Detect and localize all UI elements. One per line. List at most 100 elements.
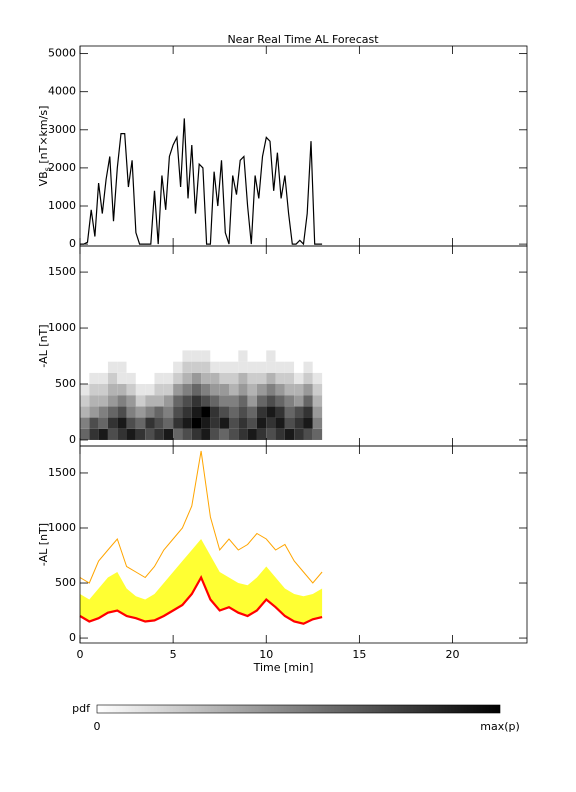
heat-cell	[107, 383, 118, 396]
heat-cell	[80, 350, 90, 362]
heat-cell	[303, 417, 313, 429]
heat-cell	[173, 372, 183, 384]
y-axis-label: VBs [nT×km/s]	[37, 106, 52, 187]
heat-cell	[284, 383, 295, 396]
heat-cell	[107, 372, 118, 384]
heat-cell	[284, 361, 295, 373]
heat-cell	[256, 417, 267, 429]
heat-cell	[275, 428, 285, 440]
heat-cell	[117, 428, 127, 440]
heat-cell	[284, 406, 295, 418]
heat-cell	[312, 383, 323, 396]
heat-cell	[219, 383, 229, 396]
x-tick-label: 20	[446, 648, 460, 661]
x-tick-label: 10	[259, 648, 273, 661]
heat-cell	[303, 428, 313, 440]
heat-cell	[247, 350, 257, 362]
heat-cell	[80, 383, 90, 396]
heat-cell	[256, 350, 267, 362]
heat-cell	[135, 372, 146, 384]
heat-cell	[210, 395, 220, 407]
heat-cell	[98, 395, 108, 407]
panel: 0 500 1000 1500 -AL [nT]	[37, 245, 528, 447]
heat-cell	[294, 395, 304, 407]
heat-cell	[80, 406, 90, 418]
y-tick-label: 500	[55, 576, 76, 589]
heat-cell	[191, 372, 202, 384]
heat-cell	[182, 417, 192, 429]
heat-cell	[154, 350, 164, 362]
heat-cell	[107, 406, 118, 418]
y-tick-label: 3000	[48, 123, 76, 136]
heat-cell	[266, 395, 276, 407]
heat-cell	[98, 350, 108, 362]
panel: 0 500 1000 1500 0 5 10 15 20 -AL [nT] Time [min]	[37, 445, 528, 674]
heat-cell	[117, 406, 127, 418]
heat-cell	[201, 395, 211, 407]
heat-cell	[135, 406, 146, 418]
heat-cell	[275, 361, 285, 373]
heat-cell	[191, 417, 202, 429]
heat-cell	[284, 428, 295, 440]
heat-cell	[201, 428, 211, 440]
heat-cell	[126, 361, 136, 373]
heat-cell	[284, 395, 295, 407]
heat-cell	[182, 361, 192, 373]
heat-cell	[173, 361, 183, 373]
heat-cell	[154, 383, 164, 396]
heat-cell	[294, 361, 304, 373]
heat-cell	[145, 372, 155, 384]
heat-cell	[89, 428, 99, 440]
chart-title: Near Real Time AL Forecast	[227, 33, 379, 46]
heat-cell	[266, 361, 276, 373]
heat-cell	[154, 372, 164, 384]
heat-cell	[135, 383, 146, 396]
plot-frame	[79, 45, 528, 247]
heat-cell	[98, 361, 108, 373]
y-tick-label: 0	[69, 433, 76, 446]
heat-cell	[107, 350, 118, 362]
heat-cell	[238, 372, 248, 384]
heat-cell	[275, 406, 285, 418]
heat-cell	[145, 395, 155, 407]
heat-cell	[145, 350, 155, 362]
x-tick-label: 15	[352, 648, 366, 661]
heat-cell	[89, 417, 99, 429]
heat-cell	[294, 350, 304, 362]
max-line	[79, 450, 323, 584]
heat-cell	[312, 395, 323, 407]
heat-cell	[182, 372, 192, 384]
heat-cell	[163, 361, 174, 373]
heat-cell	[229, 372, 239, 384]
heat-cell	[154, 395, 164, 407]
heat-cell	[182, 395, 192, 407]
heat-cell	[247, 372, 257, 384]
heat-cell	[182, 383, 192, 396]
heat-cell	[126, 395, 136, 407]
heat-cell	[191, 383, 202, 396]
y-tick-label: 1000	[48, 321, 76, 334]
colorbar-label: pdf	[72, 702, 91, 715]
y-label-main: VB	[37, 171, 50, 186]
heat-cell	[107, 395, 118, 407]
y-tick-label: 0	[69, 631, 76, 644]
heat-cell	[266, 383, 276, 396]
heat-cell	[266, 417, 276, 429]
heat-cell	[98, 417, 108, 429]
heat-cell	[117, 417, 127, 429]
heat-cell	[126, 350, 136, 362]
heat-cell	[182, 350, 192, 362]
heat-cell	[98, 428, 108, 440]
heat-cell	[173, 417, 183, 429]
heat-cell	[256, 395, 267, 407]
heat-cell	[163, 350, 174, 362]
heat-cell	[89, 406, 99, 418]
heat-cell	[238, 428, 248, 440]
heat-cell	[275, 395, 285, 407]
y-tick-label: 1500	[48, 265, 76, 278]
heat-cell	[210, 350, 220, 362]
heat-cell	[126, 417, 136, 429]
x-tick-label: 0	[77, 648, 84, 661]
heat-cell	[312, 417, 323, 429]
heat-cell	[266, 372, 276, 384]
